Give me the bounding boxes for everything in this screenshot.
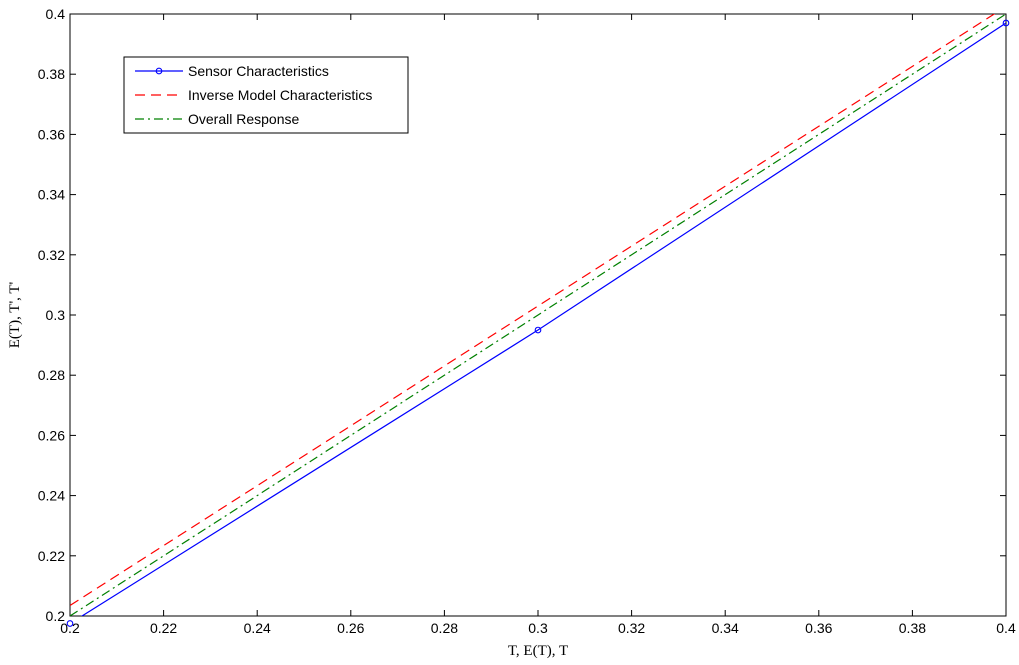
series-line: [70, 14, 996, 606]
y-tick-label: 0.24: [38, 488, 65, 504]
legend-label: Inverse Model Characteristics: [188, 87, 372, 103]
y-tick-label: 0.4: [46, 6, 66, 22]
series-layer: [70, 14, 1006, 616]
y-tick-label: 0.34: [38, 187, 65, 203]
x-tick-label: 0.36: [805, 620, 832, 636]
y-tick-label: 0.36: [38, 126, 65, 142]
legend-label: Sensor Characteristics: [188, 63, 329, 79]
y-tick-label: 0.28: [38, 367, 65, 383]
y-tick-label: 0.22: [38, 548, 65, 564]
data-point: [1002, 19, 1010, 27]
x-tick-label: 0.26: [337, 620, 364, 636]
x-tick-label: 0.2: [60, 620, 80, 636]
x-tick-label: 0.32: [618, 620, 645, 636]
series-line: [70, 14, 1006, 616]
markers-layer: [66, 19, 1010, 627]
data-point: [534, 326, 542, 334]
x-tick-label: 0.3: [528, 620, 548, 636]
x-axis-title: T, E(T), T: [508, 643, 568, 659]
data-point: [66, 620, 74, 627]
x-tick-label: 0.28: [431, 620, 458, 636]
legend-marker: [155, 67, 163, 75]
x-tick-label: 0.4: [996, 620, 1016, 636]
legend: Sensor Characteristics Inverse Model Char…: [123, 56, 409, 134]
y-axis-title: E(T), T', T': [7, 281, 23, 348]
series-line: [80, 22, 1006, 616]
x-tick-label: 0.38: [899, 620, 926, 636]
y-tick-label: 0.26: [38, 427, 65, 443]
y-tick-label: 0.2: [46, 608, 66, 624]
y-tick-label: 0.3: [46, 307, 66, 323]
x-tick-label: 0.34: [712, 620, 739, 636]
x-axis: 0.2 0.22 0.24 0.26 0.28 0.3 0.32 0.34 0.36 0.38 0.…: [60, 14, 1016, 636]
x-tick-label: 0.24: [244, 620, 271, 636]
legend-label: Overall Response: [188, 111, 299, 127]
y-tick-label: 0.32: [38, 247, 65, 263]
y-axis: 0.2 0.22 0.24 0.26 0.28 0.3 0.32 0.34 0.36 0.38 0.…: [38, 6, 1006, 624]
x-tick-label: 0.22: [150, 620, 177, 636]
y-tick-label: 0.38: [38, 66, 65, 82]
